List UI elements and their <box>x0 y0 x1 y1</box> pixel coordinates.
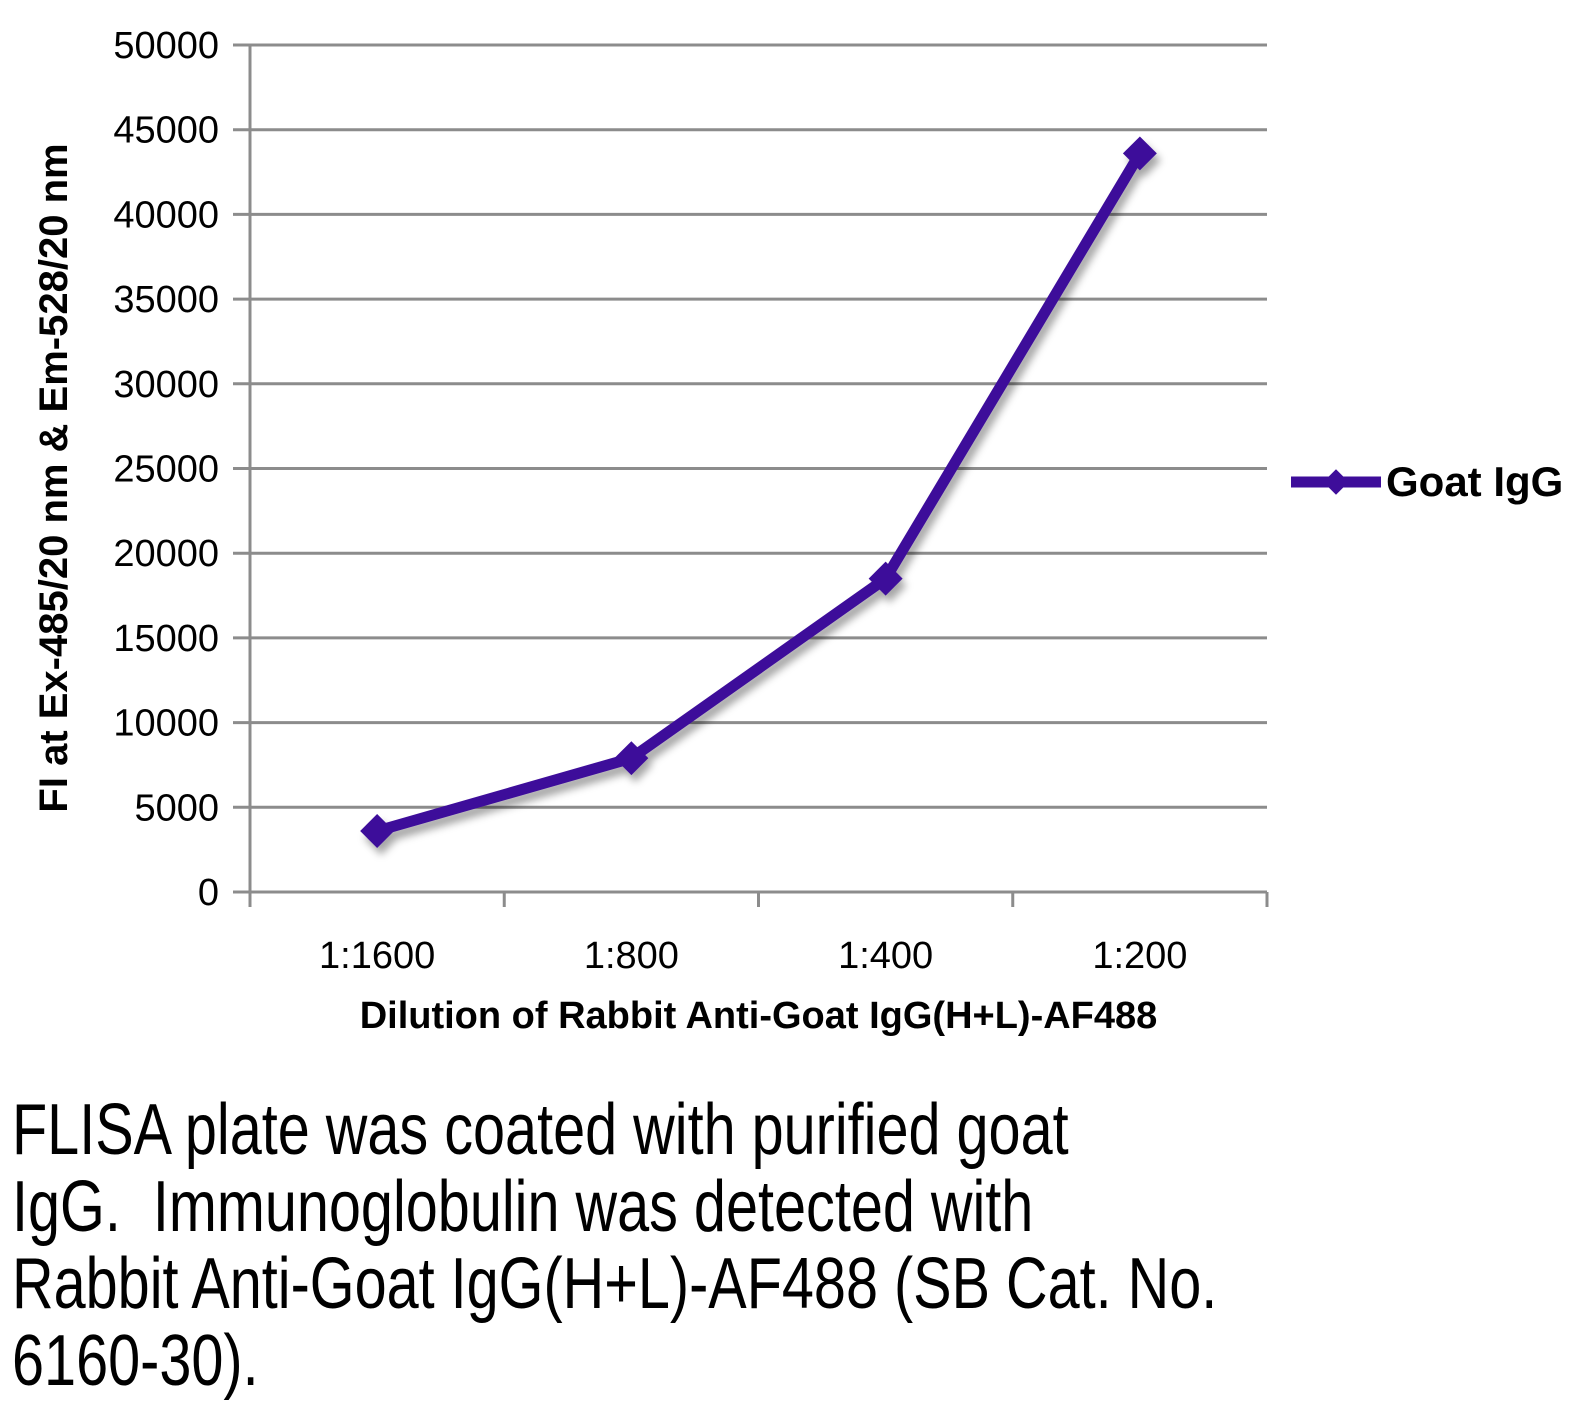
y-tick-label: 5000 <box>134 787 219 829</box>
y-tick-label: 20000 <box>113 533 219 575</box>
data-point-marker <box>868 561 903 596</box>
y-axis-title: FI at Ex-485/20 nm & Em-528/20 nm <box>32 143 76 813</box>
series-goat-igg <box>360 136 1157 848</box>
caption-line: IgG. Immunoglobulin was detected with <box>12 1167 1034 1247</box>
y-tick-label: 45000 <box>113 110 219 152</box>
legend-label: Goat IgG <box>1386 458 1564 505</box>
legend-diamond-icon <box>1323 469 1349 495</box>
x-axis-title: Dilution of Rabbit Anti-Goat IgG(H+L)-AF… <box>359 995 1158 1037</box>
data-point-marker <box>1122 136 1157 171</box>
y-tick-label: 40000 <box>113 194 219 236</box>
legend-series-marker-icon <box>1291 469 1381 495</box>
y-tick-label: 30000 <box>113 364 219 406</box>
legend: Goat IgG <box>1288 458 1563 506</box>
y-tick-label: 0 <box>198 872 219 914</box>
data-point-marker <box>614 741 649 776</box>
caption-line: Rabbit Anti-Goat IgG(H+L)-AF488 (SB Cat.… <box>12 1244 1218 1324</box>
caption-line: FLISA plate was coated with purified goa… <box>12 1090 1069 1170</box>
y-tick-label: 25000 <box>113 449 219 491</box>
figure-caption: FLISA plate was coated with purified goa… <box>12 1092 1596 1400</box>
x-tick-label: 1:200 <box>1092 935 1187 977</box>
data-point-marker <box>360 814 395 848</box>
y-tick-label: 15000 <box>113 618 219 660</box>
x-tick-label: 1:1600 <box>319 935 435 977</box>
plot-area: 0 5000 10000 15000 20000 25000 30000 35000 40000… <box>113 25 1269 977</box>
x-tick-label: 1:400 <box>838 935 933 977</box>
y-tick-label: 50000 <box>113 25 219 67</box>
y-tick-label: 35000 <box>113 279 219 321</box>
y-tick-label: 10000 <box>113 703 219 745</box>
x-tick-label: 1:800 <box>584 935 679 977</box>
series-line <box>371 147 1146 837</box>
flisa-line-chart: 0 5000 10000 15000 20000 25000 30000 35000 40000… <box>32 25 1563 1037</box>
caption-line: 6160-30). <box>12 1321 259 1401</box>
